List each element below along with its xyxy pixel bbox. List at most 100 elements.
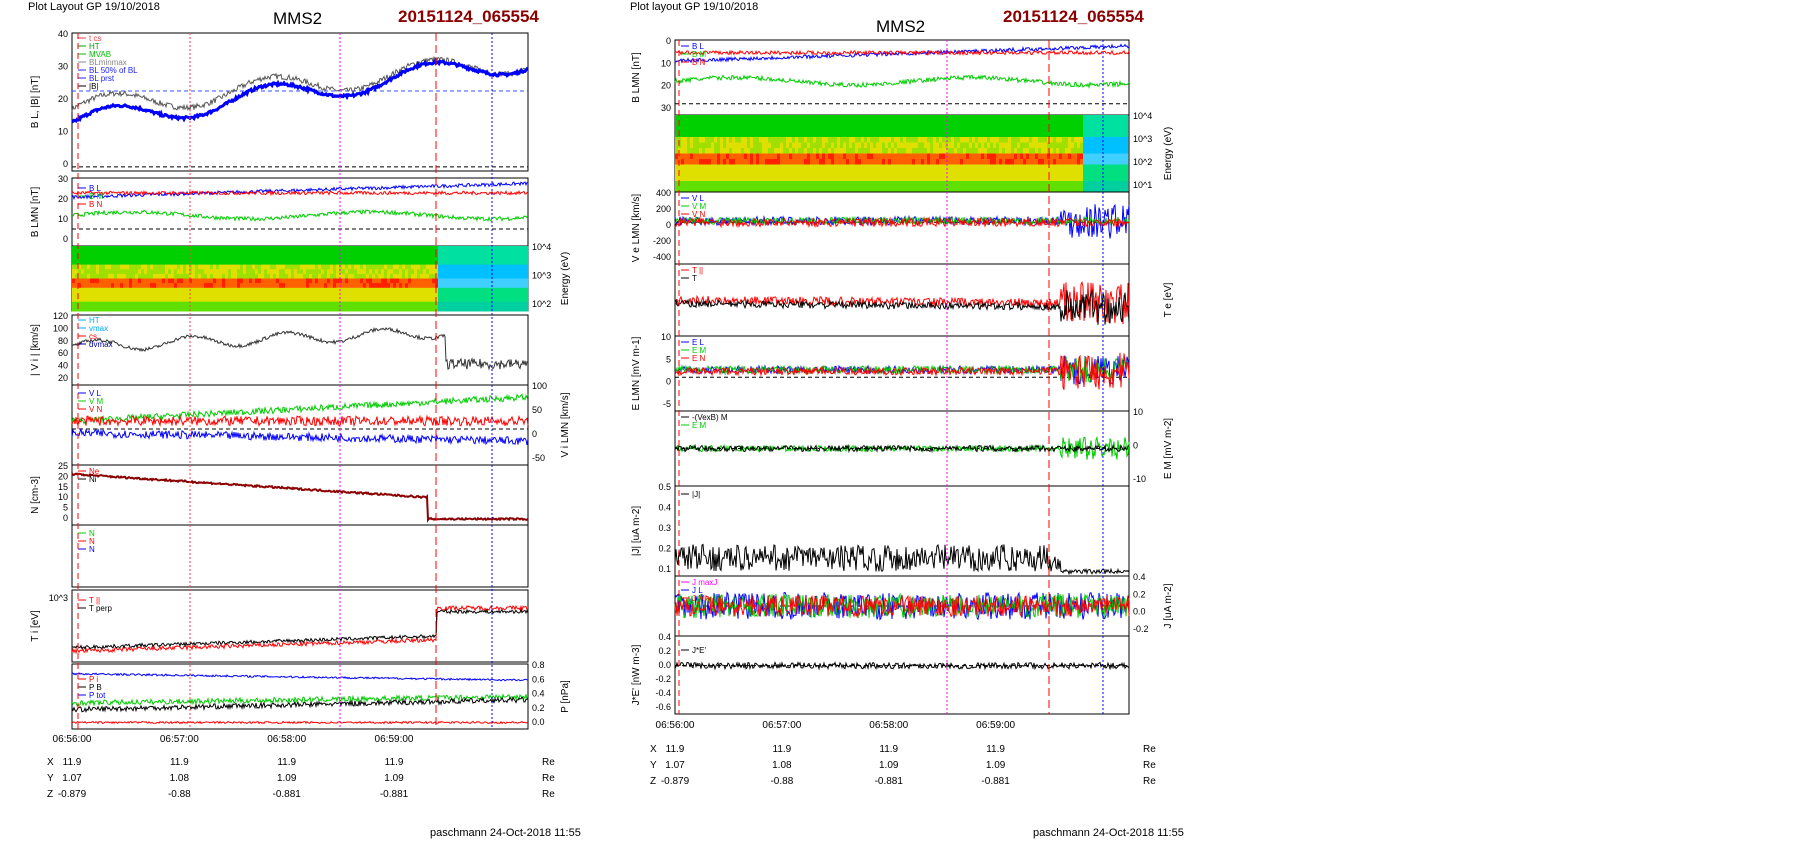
spectrogram-cell	[798, 159, 802, 165]
spectrogram-cell	[786, 181, 790, 187]
spectrogram-cell	[123, 264, 127, 270]
spectrogram-cell	[243, 273, 247, 279]
spectrogram-cell	[831, 126, 835, 132]
spectrogram-cell	[177, 292, 181, 298]
y-tick-label: -5	[663, 399, 671, 409]
spectrogram-cell	[1002, 170, 1006, 176]
spectrogram-cell	[795, 175, 799, 182]
spectrogram-cell	[843, 137, 847, 143]
spectrogram-cell	[93, 259, 97, 265]
spectrogram-cell	[690, 131, 694, 138]
spectrogram-cell	[807, 159, 811, 165]
spectrogram-cell	[936, 115, 940, 121]
spectrogram-cell	[1029, 159, 1033, 165]
spectrogram-cell	[954, 142, 958, 149]
spectrogram-cell	[1071, 181, 1075, 187]
spectrogram-cell	[1077, 181, 1081, 187]
spectrogram-cell	[135, 269, 139, 275]
spectrogram-cell	[1119, 148, 1123, 154]
spectrogram-cell	[831, 175, 835, 182]
spectrogram-cell	[759, 181, 763, 187]
spectrogram-cell	[753, 148, 757, 154]
spectrogram-cell	[882, 115, 886, 121]
spectrogram-cell	[984, 126, 988, 132]
spectrogram-cell	[1050, 148, 1054, 154]
y-axis-label-right: Energy (eV)	[560, 252, 571, 305]
spectrogram-cell	[204, 301, 208, 307]
spectrogram-cell	[1014, 120, 1018, 127]
spectrogram-cell	[780, 148, 784, 154]
spectrogram-cell	[135, 297, 139, 303]
spectrogram-cell	[237, 297, 241, 303]
spectrogram-cell	[1011, 142, 1015, 149]
spectrogram-cell	[708, 170, 712, 176]
spectrogram-cell	[141, 269, 145, 275]
spectrogram-cell	[1059, 170, 1063, 176]
spectrogram-cell	[156, 246, 160, 252]
event-id-right: 20151124_065554	[1003, 7, 1144, 26]
spectrogram-cell	[852, 148, 856, 154]
spectrogram-cell	[255, 306, 259, 312]
spectrogram-cell	[933, 115, 937, 121]
spectrogram-cell	[936, 131, 940, 138]
spectrogram-cell	[198, 250, 202, 256]
spectrogram-cell	[960, 159, 964, 165]
spectrogram-cell	[729, 153, 733, 160]
spectrogram-cell	[1089, 120, 1093, 127]
spectrogram-cell	[228, 246, 232, 252]
spectrogram-cell	[90, 264, 94, 270]
spectrogram-cell	[906, 159, 910, 165]
spectrogram-cell	[1008, 159, 1012, 165]
spectrogram-cell	[132, 287, 136, 293]
spectrogram-cell	[921, 148, 925, 154]
spectrogram-cell	[852, 137, 856, 143]
spectrogram-cell	[987, 115, 991, 121]
spectrogram-cell	[972, 175, 976, 182]
y-axis-label: E LMN [mV m-1]	[631, 336, 642, 410]
spectrogram-cell	[222, 278, 226, 284]
spectrogram-cell	[1110, 115, 1114, 121]
spectrogram-cell	[843, 115, 847, 121]
spectrogram-cell	[876, 131, 880, 138]
spectrogram-cell	[1032, 148, 1036, 154]
spectrogram-cell	[159, 259, 163, 265]
spectrogram-cell	[726, 159, 730, 165]
spectrogram-cell	[687, 148, 691, 154]
spectrogram-cell	[825, 115, 829, 121]
spectrogram-cell	[675, 181, 679, 187]
spectrogram-cell	[1083, 142, 1087, 149]
spectrogram-cell	[783, 159, 787, 165]
spectrogram-cell	[735, 115, 739, 121]
spectrogram-cell	[798, 164, 802, 171]
spectrogram-cell	[1005, 137, 1009, 143]
spectrogram-cell	[831, 142, 835, 149]
spectrogram-cell	[777, 148, 781, 154]
spectrogram-cell	[270, 292, 274, 298]
spectrogram-cell	[837, 159, 841, 165]
spectrogram-cell	[84, 287, 88, 293]
spectrogram-cell	[804, 159, 808, 165]
spectrogram-cell	[210, 278, 214, 284]
spectrogram-cell	[801, 181, 805, 187]
legend-b-label: MVAB	[89, 50, 111, 59]
spectrogram-cell	[720, 115, 724, 121]
spectrogram-cell	[990, 153, 994, 160]
spectrogram-cell	[135, 246, 139, 252]
spectrogram-cell	[831, 181, 835, 187]
spectrogram-cell	[735, 153, 739, 160]
spectrogram-cell	[120, 259, 124, 265]
spectrogram-cell	[96, 287, 100, 293]
spectrogram-cell	[693, 131, 697, 138]
spectrogram-cell	[102, 283, 106, 289]
y-tick-label: -0.2	[655, 674, 671, 684]
spectrogram-cell	[927, 175, 931, 182]
spectrogram-cell	[810, 164, 814, 171]
spectrogram-cell	[993, 126, 997, 132]
spectrogram-cell	[873, 175, 877, 182]
spectrogram-cell	[738, 142, 742, 149]
spectrogram-cell	[747, 175, 751, 182]
spectrogram-cell	[1125, 142, 1129, 149]
spectrogram-cell	[84, 269, 88, 275]
spectrogram-cell	[696, 131, 700, 138]
spectrogram-cell	[960, 175, 964, 182]
